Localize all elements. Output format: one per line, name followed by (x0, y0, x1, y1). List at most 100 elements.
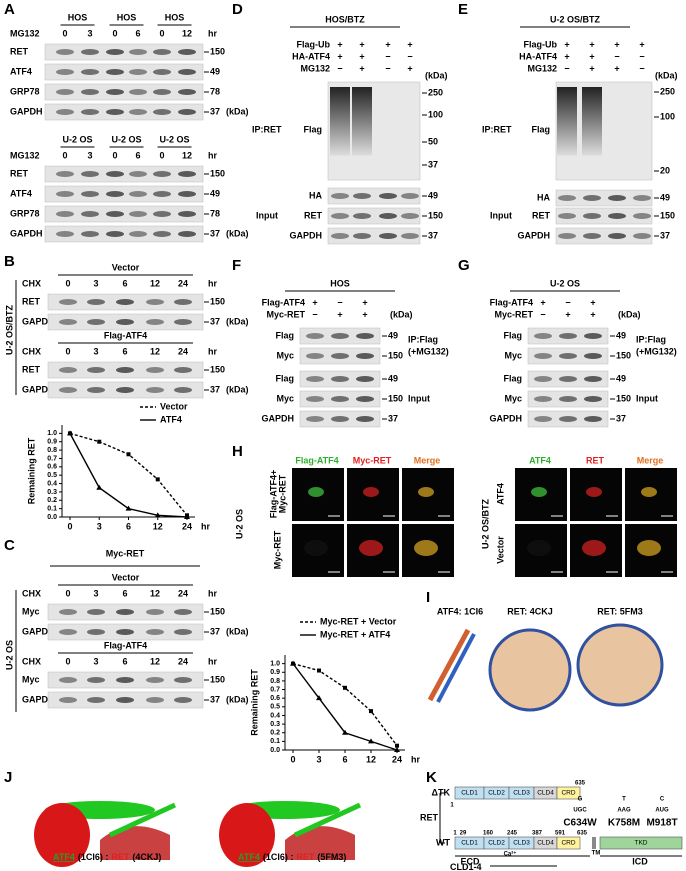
x-tick-label: 24 (182, 521, 192, 531)
caption-part: RET (111, 852, 130, 862)
legend-label: Myc-RET + ATF4 (320, 629, 390, 639)
band (146, 387, 164, 393)
band (116, 629, 134, 635)
panel-title: U-2 OS (550, 278, 580, 288)
band (146, 367, 164, 373)
band (558, 213, 576, 219)
band (356, 416, 374, 422)
mutation: K758M (608, 818, 640, 829)
structure-title: RET: 4CKJ (507, 606, 553, 616)
band (59, 319, 77, 325)
sign: + (564, 51, 569, 61)
y-tick-label: 0.4 (270, 712, 280, 719)
row-label: Vector (495, 536, 505, 564)
caption-part: (1CI6) : (263, 852, 294, 862)
marker-label: 150 (616, 350, 631, 360)
y-tick-label: 0.9 (270, 669, 280, 676)
marker-label: 150 (388, 350, 403, 360)
row-label: RET (10, 46, 29, 56)
group-label: Input (636, 393, 658, 403)
marker-label: 49 (388, 373, 398, 383)
band (379, 213, 397, 219)
point (154, 512, 161, 518)
band (146, 677, 164, 683)
marker-label: 78 (210, 208, 220, 218)
row-label: Myc (22, 674, 40, 684)
treatment: MG132 (10, 28, 40, 38)
point (316, 695, 322, 701)
band (153, 191, 171, 197)
x-tick-label: 6 (342, 754, 347, 764)
row-label: Flag (275, 373, 294, 383)
row-label: HA (537, 192, 550, 202)
blot-title: Vector (112, 262, 140, 272)
band (401, 233, 419, 239)
sign: + (589, 63, 594, 73)
panel-title: HOS (330, 278, 350, 288)
sign: + (589, 51, 594, 61)
band (81, 231, 99, 237)
y-tick-label: 0.3 (47, 489, 57, 496)
band (81, 109, 99, 115)
x-tick-label: 6 (126, 521, 131, 531)
smear (557, 87, 577, 156)
band (129, 89, 147, 95)
position: 635 (575, 781, 586, 787)
time: 6 (122, 588, 127, 598)
unit: hr (208, 588, 217, 598)
time: 12 (150, 346, 160, 356)
band (59, 609, 77, 615)
construct: Myc-RET (106, 548, 145, 558)
row-label: Flag (303, 124, 322, 134)
time: 6 (135, 150, 140, 160)
band (174, 677, 192, 683)
band (153, 211, 171, 217)
band (401, 213, 419, 219)
row-label: Myc (276, 393, 294, 403)
row-label: RET (22, 364, 41, 374)
group-label: IP:Flag (408, 334, 438, 344)
column-label: Myc-RET (353, 455, 392, 465)
protein (576, 623, 664, 707)
row-label: Flag (503, 330, 522, 340)
condition: HA-ATF4 (519, 51, 557, 61)
band (559, 376, 577, 382)
time: 0 (65, 588, 70, 598)
band (306, 416, 324, 422)
time: 0 (112, 150, 117, 160)
band (129, 109, 147, 115)
band (56, 191, 74, 197)
time: 6 (135, 28, 140, 38)
sign: + (407, 63, 412, 73)
position: 160 (483, 831, 494, 837)
caption-part: (4CKJ) (132, 852, 161, 862)
sign: + (337, 39, 342, 49)
band (608, 195, 626, 201)
row-label: GAPDH (10, 106, 43, 116)
band (306, 376, 324, 382)
band (633, 233, 651, 239)
position: 591 (555, 831, 566, 837)
row-label: GAPDH (22, 626, 55, 636)
treatment: CHX (22, 346, 41, 356)
band (178, 109, 196, 115)
kda: (kDa) (390, 309, 413, 319)
row-label: Flag-ATF4+ (268, 470, 278, 519)
region: CLD1-4 (450, 862, 482, 871)
band (153, 69, 171, 75)
band (178, 49, 196, 55)
sign: + (639, 39, 644, 49)
region: ECD (460, 856, 480, 866)
column-label: RET (586, 455, 605, 465)
column-label: Flag-ATF4 (295, 455, 338, 465)
band (178, 231, 196, 237)
band (306, 396, 324, 402)
sign: − (565, 297, 570, 307)
band (584, 376, 602, 382)
time: 24 (178, 656, 188, 666)
sign: − (540, 309, 545, 319)
time: 3 (93, 278, 98, 288)
band (106, 109, 124, 115)
blot (327, 227, 421, 245)
marker-label: 150 (210, 606, 225, 616)
